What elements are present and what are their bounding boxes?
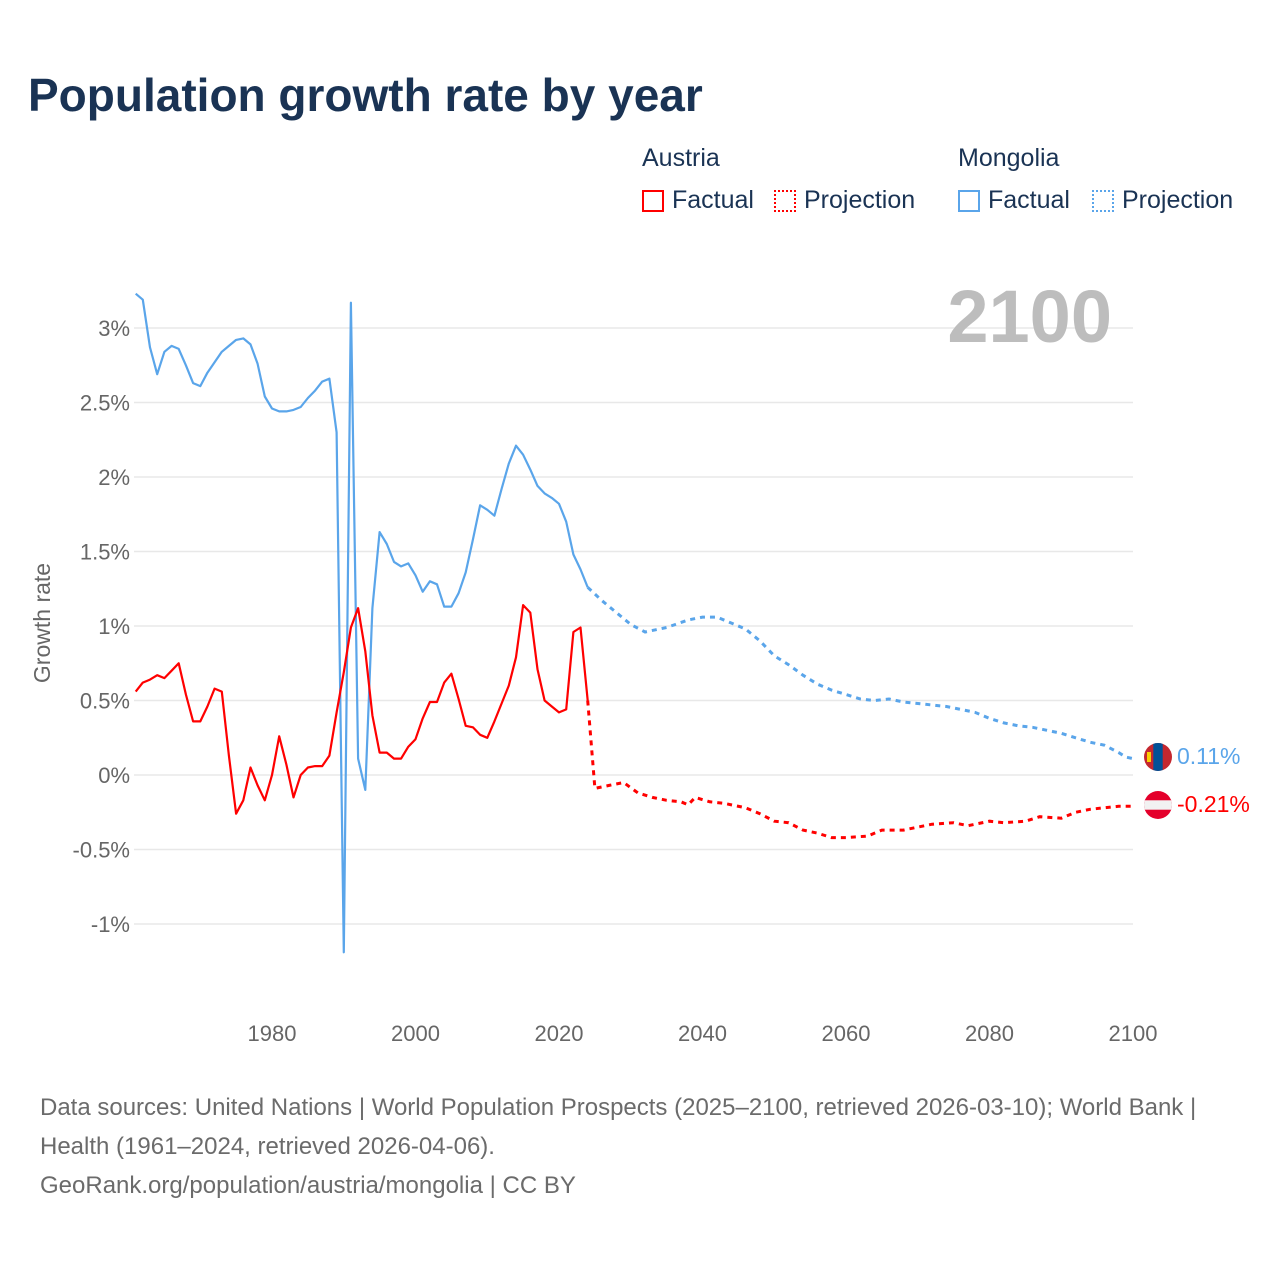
legend-mongolia-projection[interactable]: Projection [1092, 186, 1233, 215]
legend-group-title: Austria [642, 144, 720, 172]
end-markers [1144, 743, 1172, 819]
legend-austria-projection[interactable]: Projection [774, 186, 915, 215]
austria-end-value: -0.21% [1177, 791, 1250, 817]
austria-factual-line [134, 603, 589, 815]
year-label: 2100 [947, 275, 1112, 358]
y-tick-label: 0.5% [80, 689, 130, 714]
mongolia-end-value: 0.11% [1177, 743, 1241, 769]
y-tick-label: 2.5% [80, 391, 130, 416]
dotted-swatch-icon [1092, 189, 1114, 212]
dotted-swatch-icon [774, 189, 796, 212]
y-tick-label: 0% [98, 763, 130, 788]
y-tick-label: -1% [91, 912, 130, 937]
gridlines [134, 327, 1133, 925]
mongolia-factual-line [134, 292, 589, 954]
legend-austria-factual[interactable]: Factual [642, 186, 754, 215]
data-sources: Data sources: United Nations | World Pop… [40, 1094, 1197, 1160]
mongolia-flag-icon [1144, 743, 1172, 771]
mongolia-projection-line [586, 586, 1134, 761]
series-lines [134, 292, 1134, 954]
x-tick-label: 2040 [678, 1021, 727, 1046]
legend-label: Factual [672, 186, 754, 214]
legend-label: Projection [1122, 186, 1234, 214]
x-tick-label: 2060 [822, 1021, 871, 1046]
austria-projection-line [586, 700, 1133, 840]
line-chart: 2100 Growth rate -1% -0.5% 0% 0.5% 1% 1.5% 2% 2… [29, 275, 1250, 1046]
credit-link[interactable]: GeoRank.org/population/austria/mongolia … [40, 1172, 576, 1199]
legend-austria: Austria Factual Projection [642, 144, 942, 224]
x-tick-label: 2020 [535, 1021, 584, 1046]
legend-group-title: Mongolia [958, 144, 1060, 172]
y-tick-label: 1% [98, 614, 130, 639]
x-axis-ticks: 1980 2000 2020 2040 2060 2080 2100 [248, 1021, 1158, 1046]
y-tick-label: 1.5% [80, 540, 130, 565]
austria-flag-icon [1144, 791, 1172, 819]
y-axis-ticks: -1% -0.5% 0% 0.5% 1% 1.5% 2% 2.5% 3% [73, 316, 130, 937]
y-tick-label: -0.5% [73, 838, 130, 863]
y-tick-label: 3% [98, 316, 130, 341]
legend-label: Factual [988, 186, 1070, 214]
solid-swatch-icon [642, 189, 664, 212]
legend-mongolia-factual[interactable]: Factual [958, 186, 1070, 215]
x-tick-label: 2100 [1109, 1021, 1158, 1046]
x-tick-label: 2000 [391, 1021, 440, 1046]
footer: Data sources: United Nations | World Pop… [40, 1088, 1240, 1205]
y-axis-label: Growth rate [29, 563, 55, 683]
y-tick-label: 2% [98, 465, 130, 490]
legend-mongolia: Mongolia Factual Projection [958, 144, 1258, 224]
x-tick-label: 1980 [248, 1021, 297, 1046]
chart-title: Population growth rate by year [28, 69, 703, 121]
solid-swatch-icon [958, 189, 980, 212]
legend-label: Projection [804, 186, 916, 214]
x-tick-label: 2080 [965, 1021, 1014, 1046]
